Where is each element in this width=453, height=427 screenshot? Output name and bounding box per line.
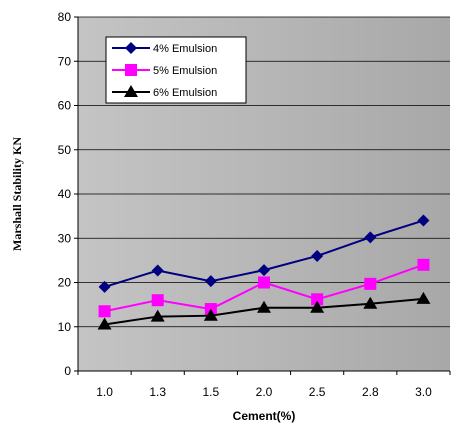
- x-tick-label: 2.8: [362, 385, 379, 399]
- data-point: [258, 276, 270, 289]
- series-6-emulsion: [97, 291, 431, 330]
- data-point: [204, 275, 217, 288]
- data-point: [364, 277, 377, 290]
- legend-item: 6% Emulsion: [112, 85, 217, 99]
- data-point: [416, 291, 431, 304]
- legend: 4% Emulsion 5% Emulsion 6% Emulsion: [105, 36, 247, 104]
- y-tick-label: 30: [58, 231, 72, 245]
- series-5-emulsion: [98, 258, 430, 318]
- data-point: [417, 214, 430, 227]
- series-4-emulsion: [98, 214, 430, 293]
- series-group: [97, 214, 431, 330]
- x-tick-label: 1.5: [203, 385, 220, 399]
- legend-marker: [124, 85, 138, 97]
- data-point: [151, 294, 164, 307]
- y-tick-label: 50: [58, 143, 72, 157]
- legend-marker: [125, 42, 137, 54]
- data-point: [363, 296, 378, 309]
- data-point: [203, 308, 218, 321]
- y-tick-label: 0: [64, 364, 71, 378]
- y-tick-label: 20: [58, 276, 72, 290]
- y-tick-label: 70: [58, 54, 72, 68]
- x-tick-label: 3.0: [415, 385, 432, 399]
- data-point: [417, 258, 430, 271]
- legend-item: 4% Emulsion: [112, 42, 217, 55]
- legend-item: 5% Emulsion: [112, 64, 217, 77]
- legend-label: 4% Emulsion: [153, 43, 217, 55]
- data-point: [311, 293, 324, 306]
- data-point: [151, 264, 164, 277]
- y-axis-label: Marshall Stability KN: [10, 137, 24, 251]
- x-tick-label: 1.3: [149, 385, 166, 399]
- y-tick-label: 10: [58, 320, 72, 334]
- legend-label: 6% Emulsion: [153, 87, 217, 99]
- data-point: [257, 300, 271, 313]
- data-point: [364, 231, 377, 244]
- x-axis-label: Cement(%): [233, 409, 296, 423]
- x-tick-label: 2.5: [309, 385, 326, 399]
- data-point: [310, 300, 325, 313]
- x-tick-label: 1.0: [96, 385, 113, 399]
- y-axis-ticks: 0 10 20 30 40 50 60 70 80: [58, 10, 78, 378]
- y-tick-label: 40: [58, 187, 72, 201]
- data-point: [98, 280, 111, 293]
- data-point: [98, 305, 111, 318]
- legend-label: 5% Emulsion: [153, 65, 217, 77]
- y-tick-label: 60: [58, 99, 72, 113]
- x-axis-ticks: 1.0 1.3 1.5 2.0 2.5 2.8 3.0: [77, 371, 451, 399]
- data-point: [258, 264, 270, 277]
- data-point: [150, 309, 165, 322]
- data-point: [97, 317, 112, 330]
- x-tick-label: 2.0: [256, 385, 273, 399]
- legend-marker: [125, 64, 137, 76]
- data-point: [311, 249, 324, 262]
- y-tick-label: 80: [58, 10, 72, 24]
